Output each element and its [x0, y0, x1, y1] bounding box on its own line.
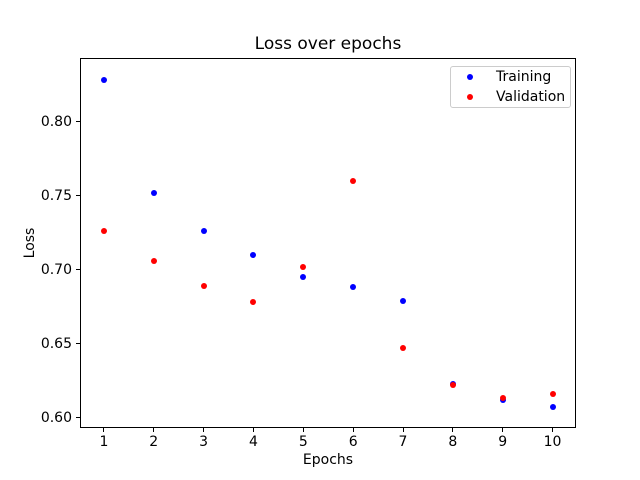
plot-area: [80, 58, 576, 428]
y-tick-0.75: [76, 195, 80, 197]
x-tick-8: [452, 428, 454, 432]
data-point-training-epoch-2: [150, 189, 157, 196]
validation-marker-icon: [467, 94, 473, 100]
y-tick-label-0.75: 0.75: [40, 187, 72, 204]
x-tick-label-5: 5: [298, 434, 308, 450]
x-tick-3: [203, 428, 205, 432]
x-tick-10: [552, 428, 554, 432]
data-point-validation-epoch-4: [250, 299, 257, 306]
x-tick-label-8: 8: [448, 434, 458, 450]
y-tick-0.60: [76, 417, 80, 419]
y-tick-0.80: [76, 121, 80, 123]
legend-row-training: Training: [451, 67, 570, 87]
data-point-validation-epoch-1: [100, 228, 107, 235]
x-tick-2: [153, 428, 155, 432]
data-point-validation-epoch-7: [400, 345, 407, 352]
data-point-validation-epoch-6: [350, 177, 357, 184]
x-tick-5: [302, 428, 304, 432]
x-tick-9: [502, 428, 504, 432]
data-point-training-epoch-3: [200, 228, 207, 235]
data-point-training-epoch-1: [100, 77, 107, 84]
data-point-training-epoch-6: [350, 284, 357, 291]
x-tick-label-7: 7: [398, 434, 408, 450]
chart-title: Loss over epochs: [254, 34, 402, 54]
data-point-validation-epoch-5: [300, 263, 307, 270]
data-point-training-epoch-10: [549, 404, 556, 411]
x-tick-label-3: 3: [199, 434, 209, 450]
y-tick-0.70: [76, 269, 80, 271]
y-tick-0.65: [76, 343, 80, 345]
y-tick-label-0.70: 0.70: [40, 261, 72, 278]
x-tick-label-2: 2: [149, 434, 159, 450]
x-tick-label-10: 10: [543, 434, 562, 450]
data-point-validation-epoch-2: [150, 257, 157, 264]
x-tick-label-9: 9: [498, 434, 508, 450]
data-point-training-epoch-4: [250, 251, 257, 258]
x-tick-7: [402, 428, 404, 432]
y-tick-label-0.80: 0.80: [40, 113, 72, 130]
x-axis-label: Epochs: [302, 452, 354, 468]
legend-row-validation: Validation: [451, 87, 570, 107]
data-point-validation-epoch-3: [200, 282, 207, 289]
data-point-training-epoch-5: [300, 274, 307, 281]
x-tick-4: [252, 428, 254, 432]
training-marker-icon: [467, 74, 473, 80]
legend-label-training: Training: [496, 69, 552, 85]
x-tick-label-4: 4: [249, 434, 258, 450]
data-point-training-epoch-7: [400, 297, 407, 304]
data-point-validation-epoch-9: [499, 395, 506, 402]
x-tick-1: [103, 428, 105, 432]
data-point-validation-epoch-8: [449, 382, 456, 389]
y-tick-label-0.65: 0.65: [40, 335, 72, 352]
x-tick-6: [352, 428, 354, 432]
y-tick-label-0.60: 0.60: [40, 409, 72, 426]
legend: Training Validation: [450, 66, 571, 108]
y-axis-label: Loss: [22, 227, 38, 259]
x-tick-label-1: 1: [99, 434, 109, 450]
x-tick-label-6: 6: [348, 434, 358, 450]
legend-label-validation: Validation: [496, 89, 566, 105]
data-point-validation-epoch-10: [549, 390, 556, 397]
